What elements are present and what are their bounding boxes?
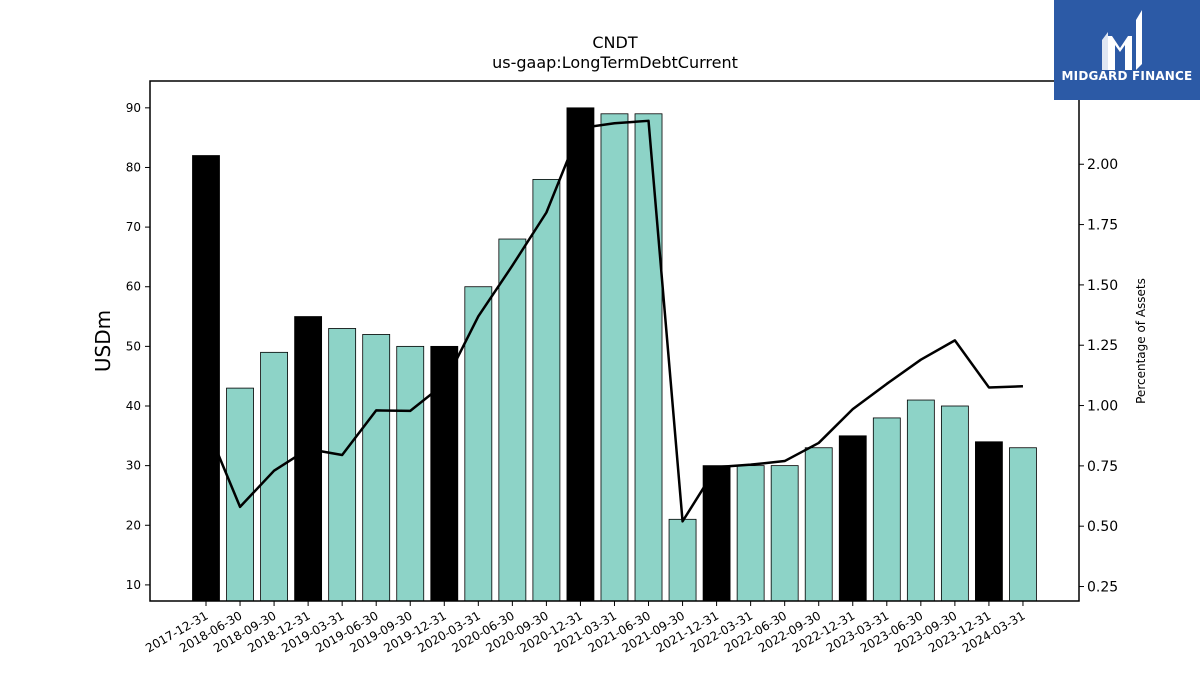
y-tick-label: 30 <box>126 459 141 473</box>
bar <box>634 113 663 602</box>
bar <box>736 465 765 602</box>
bar <box>838 435 867 602</box>
y-tick-label: 40 <box>126 399 141 413</box>
chart-subtitle: us-gaap:LongTermDebtCurrent <box>492 53 738 72</box>
bar <box>906 399 935 602</box>
percentage-line <box>204 119 1024 523</box>
bar <box>294 316 323 602</box>
bar <box>464 286 493 602</box>
y2-tick-label: 1.25 <box>1087 338 1118 354</box>
y2-tick-label: 0.50 <box>1087 519 1118 535</box>
bar <box>940 405 969 602</box>
bar <box>702 465 731 602</box>
bar <box>1009 447 1037 602</box>
bar <box>566 107 595 602</box>
bar <box>396 345 425 602</box>
bar <box>226 387 254 602</box>
y2-tick-label: 1.75 <box>1087 218 1118 234</box>
plot-frame <box>149 80 1080 602</box>
bar <box>260 351 288 602</box>
y-tick-label: 90 <box>126 101 141 115</box>
bar <box>975 441 1003 602</box>
y-axis-label: USDm <box>91 310 115 372</box>
bar <box>328 328 357 602</box>
bar <box>430 345 459 602</box>
y-tick-label: 60 <box>126 280 141 294</box>
logo-text: MIDGARD FINANCE <box>1061 69 1193 83</box>
bar <box>192 155 220 602</box>
bar <box>532 178 561 602</box>
y2-tick-label: 1.50 <box>1087 278 1118 294</box>
bar <box>498 238 527 602</box>
y2-axis-label: Percentage of Assets <box>1134 278 1148 404</box>
bar <box>600 113 629 602</box>
y2-tick-label: 0.75 <box>1087 459 1118 475</box>
y-tick-label: 10 <box>126 578 141 592</box>
bar <box>872 417 901 602</box>
y-tick-label: 20 <box>126 518 141 532</box>
y2-tick-label: 2.00 <box>1087 157 1118 173</box>
bar <box>804 447 833 602</box>
y-tick-label: 50 <box>126 339 141 353</box>
bar <box>668 518 697 602</box>
y2-tick-label: 0.25 <box>1087 580 1118 596</box>
bar <box>770 465 799 602</box>
midgard-finance-logo: MIDGARD FINANCE <box>1054 0 1200 100</box>
y-tick-label: 70 <box>126 220 141 234</box>
logo-mark-icon <box>1102 10 1142 70</box>
y2-tick-label: 1.00 <box>1087 399 1118 415</box>
chart-title: CNDT <box>592 33 637 52</box>
bar <box>362 334 391 602</box>
y-tick-label: 80 <box>126 160 141 174</box>
